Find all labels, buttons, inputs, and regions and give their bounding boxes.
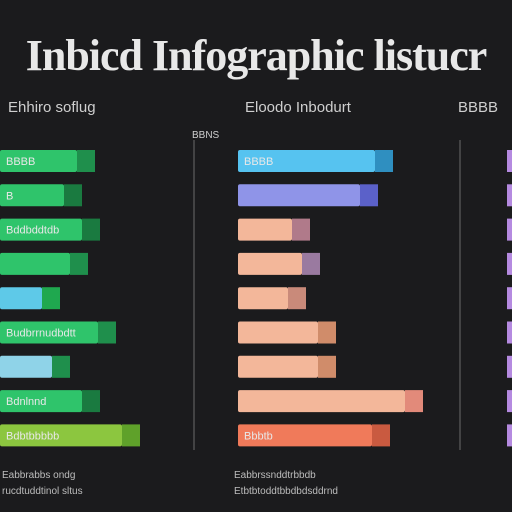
bar-accent — [318, 321, 336, 344]
bar-accent — [405, 390, 423, 413]
bar-accent — [507, 321, 512, 344]
bar — [238, 218, 292, 241]
bar-label: Bdnlnnd — [6, 396, 46, 408]
axis-label: BBNS — [192, 130, 220, 141]
bar — [0, 150, 77, 172]
footer-text: Eabbrssnddtrbbdb — [234, 470, 316, 481]
bar-label: B — [6, 190, 13, 202]
bar — [0, 424, 122, 447]
bar — [238, 184, 360, 207]
bar-accent — [507, 287, 512, 310]
bar-accent — [52, 355, 70, 378]
panel-title: Eloodo Inbodurt — [245, 99, 352, 116]
bar-accent — [318, 355, 336, 378]
bar-accent — [288, 287, 306, 310]
bar — [238, 287, 288, 310]
bar-label: Bdbtbbbbb — [6, 430, 59, 442]
panel-3: BBBB — [458, 99, 512, 447]
bar — [238, 252, 302, 275]
bar-accent — [507, 150, 512, 172]
bar-accent — [507, 252, 512, 275]
bar — [0, 218, 82, 241]
bar — [238, 321, 318, 344]
bar — [238, 424, 372, 447]
bar-accent — [507, 424, 512, 447]
bar-accent — [507, 184, 512, 207]
footer-text: Etbtbtoddtbbdbdsddrnd — [234, 486, 338, 497]
bar-accent — [375, 150, 393, 172]
bar-accent — [82, 390, 100, 413]
bar — [0, 390, 82, 413]
bar-accent — [302, 252, 320, 275]
panel-2: Eloodo Inbodurt BBBB Bbbtb Eabbrssnddtrbbdb… — [234, 99, 461, 497]
bar — [0, 287, 42, 310]
bar — [238, 355, 318, 378]
bar-label: BBBB — [244, 156, 273, 168]
bar-accent — [70, 252, 88, 275]
footer-text: Eabbrabbs ondg — [2, 470, 75, 481]
footer-text: rucdtuddtinol sltus — [2, 486, 83, 497]
bar — [238, 390, 405, 413]
bar-label: Bbbtb — [244, 430, 273, 442]
bar-label: Bddbddtdb — [6, 225, 59, 237]
bar — [0, 184, 64, 207]
bar — [0, 355, 52, 378]
bar-accent — [42, 287, 60, 310]
panel-1: Ehhiro soflugBBNSBBBBBBddbddtdbBudbrrnud… — [0, 99, 220, 497]
bar — [238, 150, 375, 172]
panel-title: Ehhiro soflug — [8, 99, 96, 116]
bar-accent — [77, 150, 95, 172]
bar-accent — [507, 355, 512, 378]
bar-accent — [360, 184, 378, 207]
bar-accent — [292, 218, 310, 241]
bar — [0, 321, 98, 344]
panel-title: BBBB — [458, 99, 498, 116]
chart-title: Inbicd Infographic listucr — [25, 31, 488, 80]
bar-accent — [122, 424, 140, 447]
bar-accent — [507, 218, 512, 241]
bar-label: BBBB — [6, 156, 35, 168]
bar-accent — [372, 424, 390, 447]
bar-accent — [98, 321, 116, 344]
bar-accent — [64, 184, 82, 207]
bar-label: Budbrrnudbdtt — [6, 328, 76, 340]
bar-accent — [82, 218, 100, 241]
bar-accent — [507, 390, 512, 413]
bar — [0, 252, 70, 275]
